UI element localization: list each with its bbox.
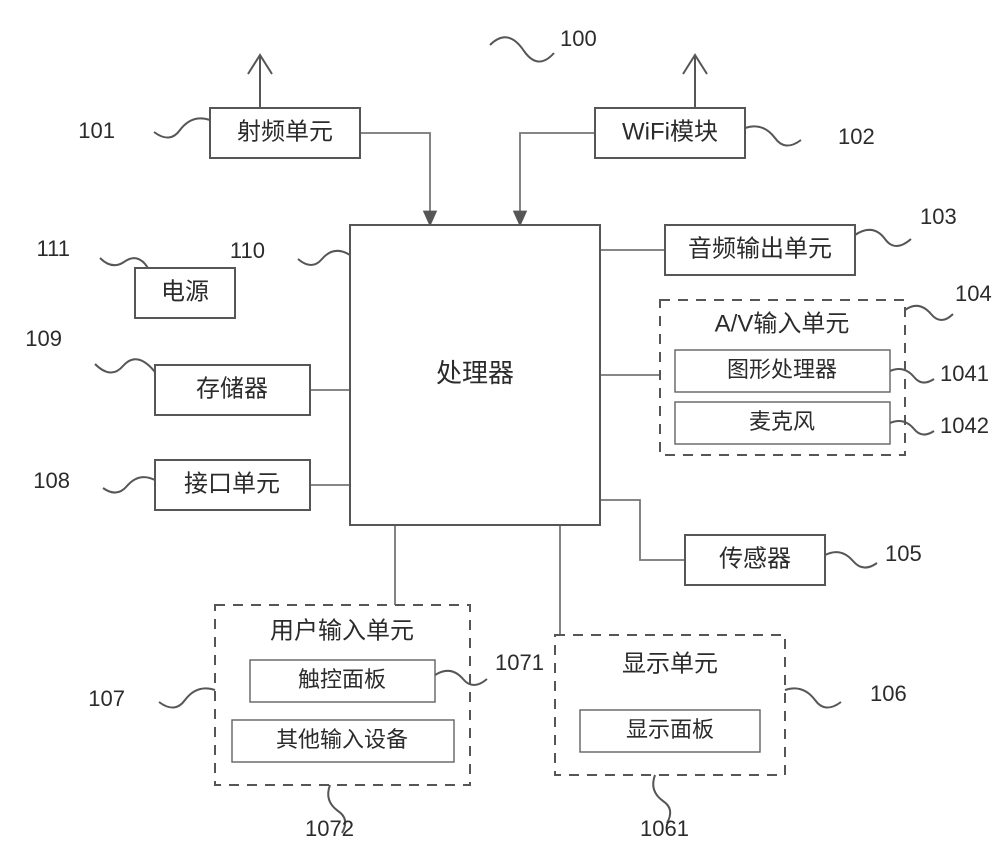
label-touch: 触控面板 <box>298 667 386 692</box>
block-memory: 存储器 <box>155 365 310 415</box>
label-display: 显示单元 <box>622 650 718 677</box>
label-other: 其他输入设备 <box>276 727 408 752</box>
block-display: 显示单元 显示面板 <box>555 635 785 775</box>
label-mic: 麦克风 <box>749 409 815 434</box>
label-rf: 射频单元 <box>237 118 333 145</box>
ref-105: 105 <box>885 541 922 566</box>
label-memory: 存储器 <box>196 375 268 402</box>
lead-105 <box>825 552 877 567</box>
ref-1061: 1061 <box>640 816 689 841</box>
label-av: A/V输入单元 <box>715 310 850 337</box>
lead-107 <box>159 688 215 707</box>
label-panel: 显示面板 <box>626 717 714 742</box>
lead-100 <box>490 37 554 61</box>
lead-111 <box>100 258 148 268</box>
ref-110: 110 <box>230 238 265 263</box>
label-power: 电源 <box>161 278 209 305</box>
antenna-rf-icon <box>248 55 272 108</box>
label-iface: 接口单元 <box>184 470 280 497</box>
lead-104 <box>905 306 953 320</box>
label-wifi: WiFi模块 <box>622 118 718 145</box>
ref-102: 102 <box>838 124 875 149</box>
lead-110 <box>298 251 350 265</box>
ref-1042: 1042 <box>940 413 989 438</box>
lead-102 <box>745 126 801 145</box>
lead-103 <box>855 230 911 246</box>
label-audio: 音频输出单元 <box>688 235 832 262</box>
ref-111: 111 <box>37 236 70 261</box>
lead-101 <box>154 118 210 137</box>
ref-100: 100 <box>560 26 597 51</box>
block-rf: 射频单元 <box>210 55 360 158</box>
conn-wifi-processor <box>520 133 595 225</box>
ref-109: 109 <box>25 326 62 351</box>
ref-104: 104 <box>955 281 992 306</box>
ref-1041: 1041 <box>940 361 989 386</box>
conn-processor-sensor <box>600 500 685 560</box>
block-sensor: 传感器 <box>685 535 825 585</box>
label-processor: 处理器 <box>436 358 514 388</box>
label-gfx: 图形处理器 <box>727 357 837 382</box>
label-userinput: 用户输入单元 <box>270 617 414 644</box>
ref-101: 101 <box>78 118 115 143</box>
block-audio: 音频输出单元 <box>665 225 855 275</box>
lead-106 <box>785 688 841 707</box>
ref-107: 107 <box>88 686 125 711</box>
block-av: A/V输入单元 图形处理器 麦克风 <box>660 300 905 455</box>
ref-108: 108 <box>33 468 70 493</box>
block-wifi: WiFi模块 <box>595 55 745 158</box>
block-power: 电源 <box>135 268 235 318</box>
lead-109 <box>95 359 155 372</box>
lead-108 <box>103 477 155 492</box>
ref-1072: 1072 <box>305 816 354 841</box>
ref-106: 106 <box>870 681 907 706</box>
block-userinput: 用户输入单元 触控面板 其他输入设备 <box>215 605 470 785</box>
antenna-wifi-icon <box>683 55 707 108</box>
block-diagram: 处理器 射频单元 WiFi模块 音频输出单元 A/V输入单元 图形处理器 麦克风… <box>0 0 1000 850</box>
block-iface: 接口单元 <box>155 460 310 510</box>
block-processor: 处理器 <box>350 225 600 525</box>
label-sensor: 传感器 <box>719 545 791 572</box>
conn-rf-processor <box>360 133 430 225</box>
ref-103: 103 <box>920 204 957 229</box>
ref-1071: 1071 <box>495 650 544 675</box>
